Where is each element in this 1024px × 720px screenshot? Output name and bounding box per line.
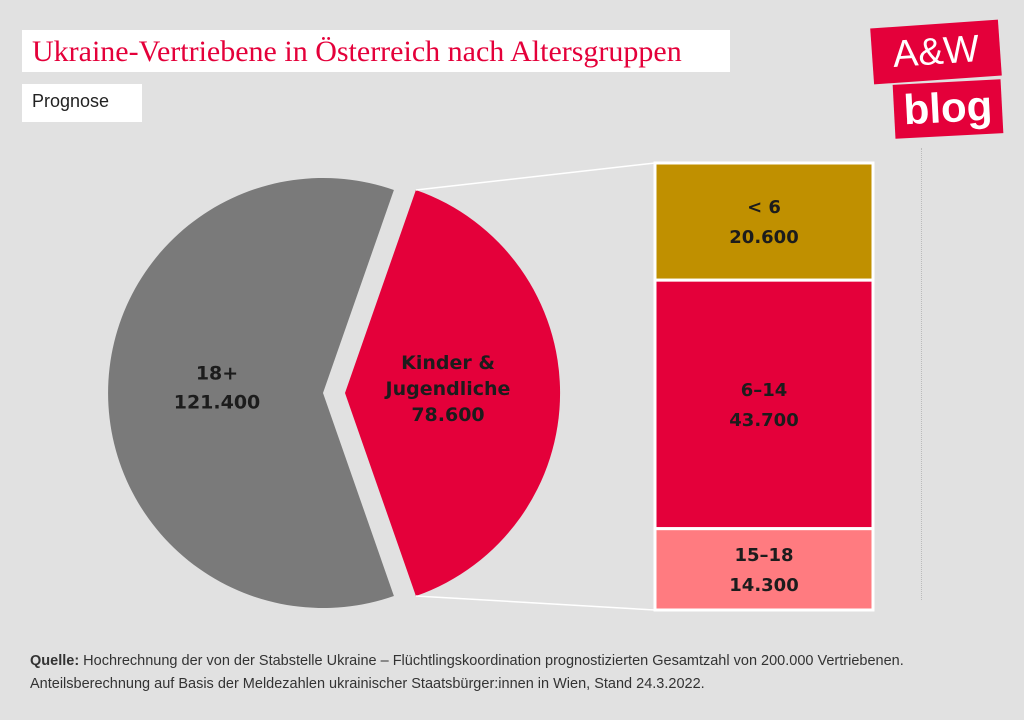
connector-line-bottom <box>415 595 656 611</box>
pie-slice-adults <box>108 178 394 608</box>
pie-label-adults: 18+ 121.400 <box>174 362 261 413</box>
source-prefix: Quelle: <box>30 653 80 669</box>
bar-label-6-14: 6–14 43.700 <box>729 380 798 431</box>
bar-segment-6-14 <box>653 278 875 531</box>
bar-label-under-6: < 6 20.600 <box>729 197 798 248</box>
subtitle-box: Prognose <box>22 84 142 122</box>
chart-subtitle: Prognose <box>32 91 110 111</box>
divider-line <box>921 148 922 600</box>
source-note: Quelle: Hochrechnung der von der Stabste… <box>30 650 1000 696</box>
title-box: Ukraine-Vertriebene in Österreich nach A… <box>22 30 730 72</box>
bar-segment-under-6 <box>653 161 875 282</box>
connector-line-top <box>415 162 656 191</box>
bar-label-15-18: 15–18 14.300 <box>729 545 798 596</box>
source-text: Hochrechnung der von der Stabstelle Ukra… <box>30 653 904 692</box>
pie-slice-children <box>345 190 561 596</box>
bar-segment-15-18 <box>653 527 875 612</box>
pie-label-children: Kinder & Jugendliche 78.600 <box>384 352 511 426</box>
chart-title: Ukraine-Vertriebene in Österreich nach A… <box>32 35 682 68</box>
